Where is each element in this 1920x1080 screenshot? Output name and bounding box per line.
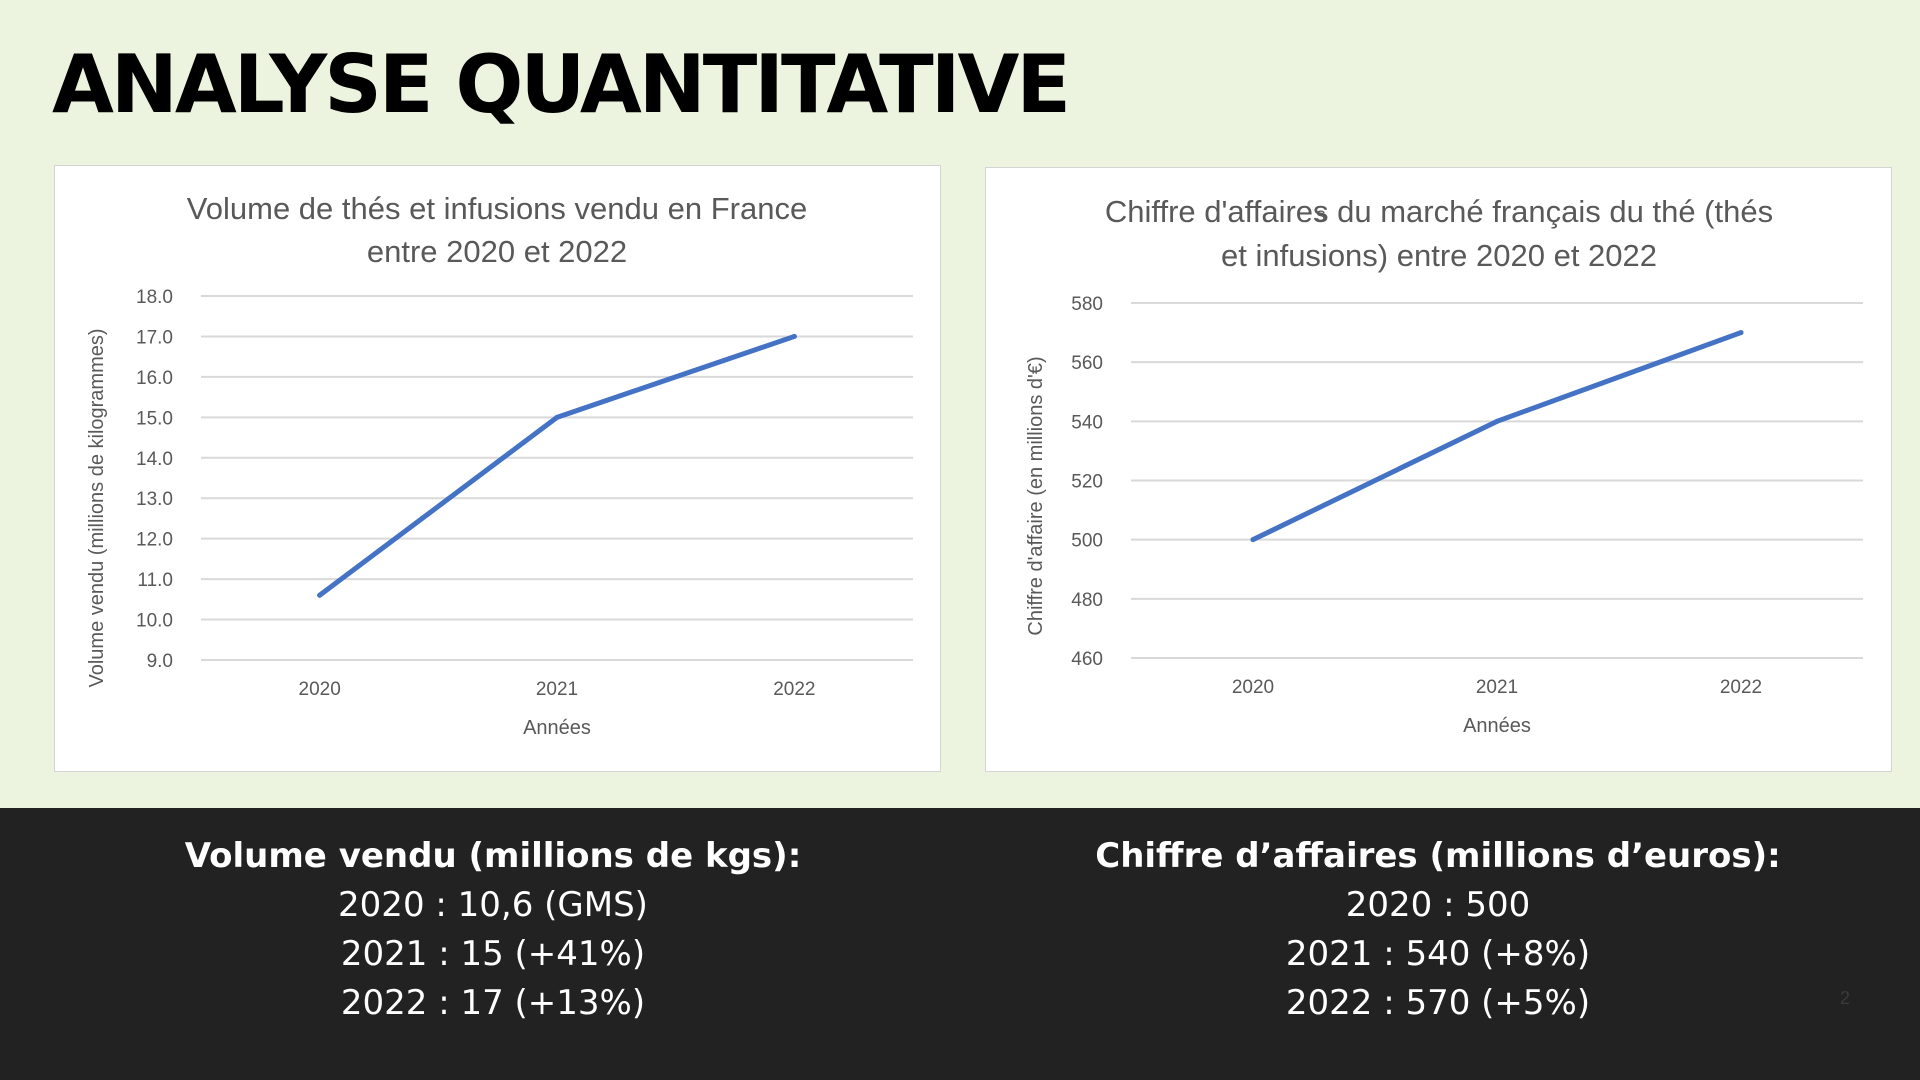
volume-line-chart: Volume de thés et infusions vendu en Fra…	[86, 191, 913, 739]
y-tick-label: 10.0	[136, 611, 173, 632]
x-tick-label: 2021	[1476, 677, 1518, 698]
chart-title-line: et infusions) entre 2020 et 2022	[1221, 238, 1657, 273]
revenue-summary: Chiffre d’affaires (millions d’euros): 2…	[1038, 832, 1838, 1028]
volume-chart-panel: Volume de thés et infusions vendu en Fra…	[54, 165, 941, 772]
chart-title-line: entre 2020 et 2022	[367, 234, 627, 269]
y-tick-label: 11.0	[137, 570, 173, 591]
chart-title-line: Volume de thés et infusions vendu en Fra…	[187, 191, 807, 226]
slide-title: ANALYSE QUANTITATIVE	[52, 38, 1071, 131]
x-tick-label: 2020	[299, 679, 341, 700]
y-tick-label: 540	[1071, 412, 1103, 433]
data-point	[1738, 330, 1744, 336]
y-tick-label: 480	[1071, 590, 1103, 611]
revenue-chart-panel: Chiffre d'affaires du marché français du…	[985, 167, 1892, 772]
x-axis-label: Années	[523, 717, 591, 739]
y-tick-label: 18.0	[136, 287, 173, 308]
y-axis-label: Volume vendu (millions de kilogrammes)	[86, 328, 108, 687]
volume-summary-line: 2022 : 17 (+13%)	[340, 983, 646, 1023]
y-tick-label: 17.0	[136, 327, 173, 348]
x-tick-label: 2020	[1232, 677, 1274, 698]
data-point	[1494, 418, 1500, 424]
volume-summary: Volume vendu (millions de kgs): 2020 : 1…	[93, 832, 893, 1028]
volume-summary-heading: Volume vendu (millions de kgs):	[184, 836, 802, 876]
y-tick-label: 580	[1071, 294, 1103, 315]
y-tick-label: 500	[1071, 531, 1103, 552]
revenue-summary-line: 2022 : 570 (+5%)	[1285, 983, 1591, 1023]
y-tick-label: 520	[1071, 472, 1103, 493]
y-tick-label: 16.0	[136, 368, 173, 389]
stray-character: s	[1316, 205, 1326, 226]
x-tick-label: 2021	[536, 679, 578, 700]
y-tick-label: 460	[1071, 649, 1103, 670]
data-point	[554, 414, 560, 420]
data-point	[791, 333, 797, 339]
series-line	[317, 333, 797, 598]
y-tick-label: 12.0	[136, 530, 173, 551]
volume-summary-line: 2020 : 10,6 (GMS)	[338, 885, 648, 925]
series-line	[1250, 330, 1744, 543]
page-number: 2	[1839, 988, 1850, 1008]
revenue-summary-line: 2020 : 500	[1345, 885, 1531, 925]
summary-footer: Volume vendu (millions de kgs): 2020 : 1…	[0, 808, 1920, 1080]
x-axis-label: Années	[1463, 715, 1531, 737]
y-axis-label: Chiffre d'affaire (en millions d'€)	[1025, 356, 1047, 635]
y-tick-label: 15.0	[136, 408, 173, 429]
x-tick-label: 2022	[1720, 677, 1762, 698]
volume-summary-line: 2021 : 15 (+41%)	[340, 934, 646, 974]
y-tick-label: 13.0	[136, 489, 173, 510]
y-tick-label: 9.0	[147, 651, 173, 672]
y-tick-label: 14.0	[136, 449, 173, 470]
y-tick-label: 560	[1071, 353, 1103, 374]
chart-title-line: Chiffre d'affaires du marché français du…	[1105, 194, 1773, 229]
revenue-summary-heading: Chiffre d’affaires (millions d’euros):	[1095, 836, 1781, 876]
revenue-line-chart: Chiffre d'affaires du marché français du…	[1025, 194, 1863, 737]
data-point	[1250, 537, 1256, 543]
x-tick-label: 2022	[773, 679, 815, 700]
revenue-summary-line: 2021 : 540 (+8%)	[1285, 934, 1591, 974]
data-point	[317, 592, 323, 598]
